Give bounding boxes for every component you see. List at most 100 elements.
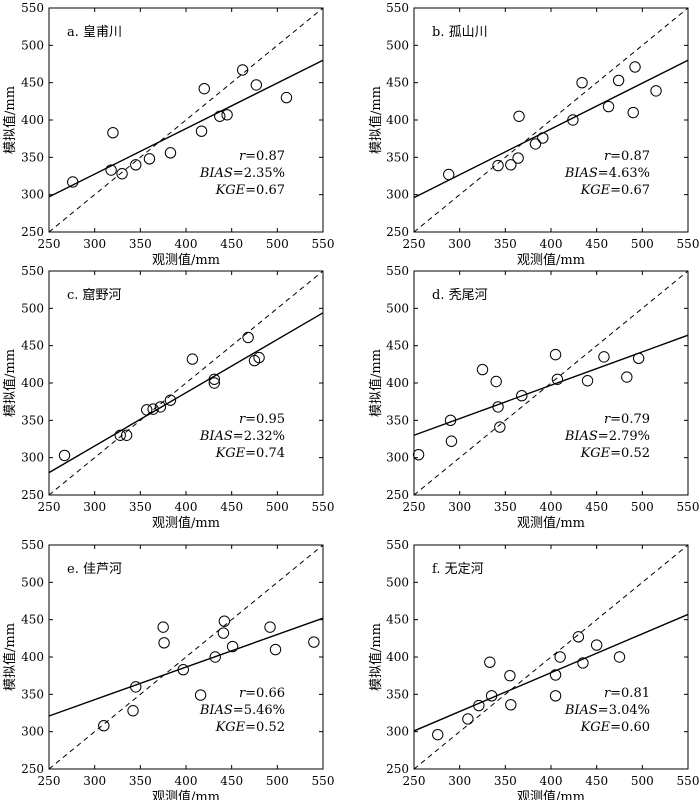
x-tick-label: 550 bbox=[312, 774, 335, 788]
x-tick-label: 400 bbox=[175, 774, 198, 788]
y-tick-label: 400 bbox=[21, 376, 44, 390]
data-point bbox=[236, 64, 249, 76]
data-point bbox=[67, 176, 79, 188]
x-tick-label: 450 bbox=[585, 500, 608, 514]
data-point bbox=[217, 627, 230, 639]
data-point bbox=[58, 449, 71, 462]
data-point bbox=[127, 705, 139, 717]
y-tick-label: 500 bbox=[21, 38, 44, 52]
data-point bbox=[598, 351, 610, 363]
y-tick-label: 350 bbox=[21, 687, 44, 701]
data-point bbox=[650, 85, 662, 97]
stat-bias-value: =2.35% bbox=[233, 166, 285, 181]
data-point bbox=[253, 351, 265, 364]
data-point bbox=[264, 621, 276, 633]
data-point bbox=[494, 421, 506, 433]
data-point bbox=[567, 114, 579, 126]
data-point bbox=[164, 394, 177, 406]
y-tick-label: 250 bbox=[21, 488, 44, 502]
x-tick-label: 500 bbox=[631, 774, 654, 788]
data-point bbox=[308, 636, 320, 648]
data-point bbox=[269, 643, 282, 656]
data-point bbox=[214, 110, 226, 122]
data-point bbox=[549, 690, 562, 702]
x-tick-label: 250 bbox=[403, 500, 426, 514]
x-tick-label: 350 bbox=[494, 500, 517, 514]
y-tick-label: 350 bbox=[386, 413, 409, 427]
x-axis-title: 观测值/mm bbox=[517, 515, 585, 531]
stat-kge-name: KGE bbox=[215, 183, 246, 198]
stat-kge-value: =0.74 bbox=[245, 446, 285, 461]
stat-bias-name: BIAS bbox=[564, 429, 598, 444]
data-point bbox=[250, 79, 263, 91]
stat-bias-name: BIAS bbox=[199, 166, 233, 181]
data-point bbox=[120, 429, 133, 441]
y-tick-label: 300 bbox=[21, 188, 44, 202]
x-tick-label: 550 bbox=[312, 237, 335, 251]
x-tick-label: 500 bbox=[266, 774, 289, 788]
stat-kge-name: KGE bbox=[215, 720, 246, 735]
stat-kge-value: =0.52 bbox=[245, 720, 285, 735]
y-tick-label: 500 bbox=[386, 575, 409, 589]
x-tick-label: 400 bbox=[175, 500, 198, 514]
panel-label: d. 秃尾河 bbox=[432, 288, 488, 303]
data-point bbox=[177, 663, 189, 676]
stat-kge-value: =0.67 bbox=[245, 183, 285, 198]
stat-kge-name: KGE bbox=[580, 720, 611, 735]
stat-bias: BIAS=2.79% bbox=[564, 429, 650, 444]
data-point bbox=[492, 159, 504, 172]
data-point bbox=[158, 637, 170, 649]
panel-label: f. 无定河 bbox=[432, 562, 484, 577]
panel-label: a. 皇甫川 bbox=[67, 25, 122, 40]
data-point bbox=[98, 719, 110, 732]
data-point bbox=[590, 639, 603, 651]
fit-line bbox=[48, 312, 324, 474]
y-axis-title: 模拟值/mm bbox=[368, 623, 384, 691]
y-tick-label: 300 bbox=[386, 188, 409, 202]
x-tick-label: 300 bbox=[83, 774, 106, 788]
stat-r: r=0.95 bbox=[239, 412, 285, 427]
x-tick-label: 550 bbox=[677, 774, 700, 788]
stat-kge: KGE=0.67 bbox=[215, 183, 285, 198]
stat-r: r=0.66 bbox=[239, 686, 285, 701]
stat-kge-name: KGE bbox=[580, 446, 611, 461]
data-point bbox=[280, 91, 293, 104]
y-tick-label: 250 bbox=[386, 225, 409, 239]
x-axis-title: 观测值/mm bbox=[152, 789, 220, 800]
stat-r-value: =0.87 bbox=[245, 149, 285, 164]
data-point bbox=[107, 126, 119, 139]
y-tick-label: 550 bbox=[386, 1, 409, 15]
x-tick-label: 500 bbox=[266, 237, 289, 251]
x-tick-label: 400 bbox=[540, 774, 563, 788]
stat-r-name: r bbox=[239, 149, 246, 164]
data-point bbox=[195, 125, 208, 137]
data-point bbox=[209, 651, 221, 663]
y-axis-title: 模拟值/mm bbox=[2, 86, 18, 154]
stat-r-name: r bbox=[239, 686, 246, 701]
stat-kge: KGE=0.67 bbox=[580, 183, 650, 198]
y-tick-label: 450 bbox=[21, 76, 44, 90]
y-tick-label: 400 bbox=[386, 376, 409, 390]
stat-kge-value: =0.60 bbox=[610, 720, 650, 735]
y-tick-label: 300 bbox=[21, 451, 44, 465]
one-to-one-line bbox=[48, 270, 324, 496]
y-tick-label: 550 bbox=[21, 1, 44, 15]
data-point bbox=[512, 152, 524, 164]
stat-r-value: =0.79 bbox=[610, 412, 650, 427]
stat-bias-name: BIAS bbox=[199, 429, 233, 444]
one-to-one-line bbox=[413, 270, 689, 496]
data-point bbox=[444, 414, 457, 427]
x-tick-label: 450 bbox=[220, 237, 243, 251]
data-point bbox=[572, 631, 585, 643]
data-point bbox=[505, 159, 517, 171]
x-tick-label: 350 bbox=[129, 237, 152, 251]
data-point bbox=[513, 110, 525, 122]
x-tick-label: 450 bbox=[220, 500, 243, 514]
data-point bbox=[186, 353, 199, 365]
x-tick-label: 350 bbox=[129, 500, 152, 514]
data-point bbox=[221, 109, 233, 121]
y-tick-label: 250 bbox=[21, 762, 44, 776]
